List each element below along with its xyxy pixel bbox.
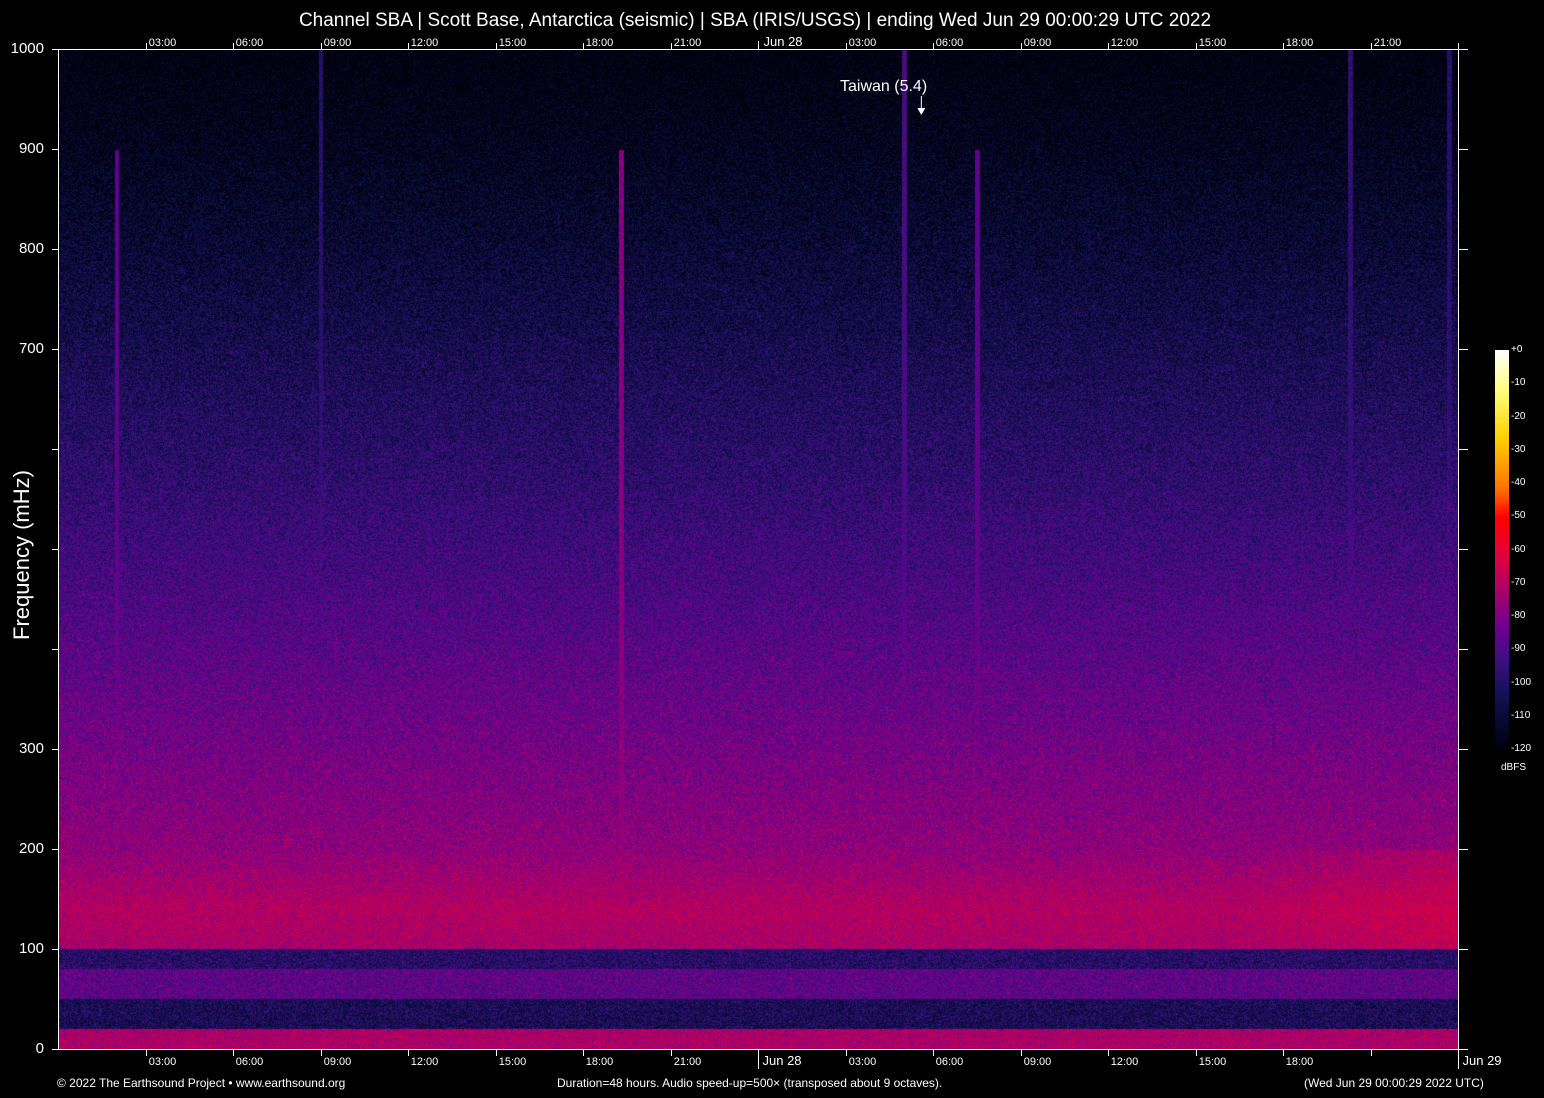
annotation-arrow-icon [917, 108, 925, 115]
x-tick-label: 09:00 [324, 1056, 352, 1068]
footer-timestamp: (Wed Jun 29 00:00:29 2022 UTC) [1304, 1076, 1484, 1090]
annotation-label: Taiwan (5.4) [840, 78, 927, 96]
x-tick-label-top: 15:00 [1199, 37, 1227, 49]
x-tick-label: 03:00 [149, 1056, 177, 1068]
x-tick-label: 12:00 [1111, 1056, 1139, 1068]
footer-duration: Duration=48 hours. Audio speed-up=500× (… [557, 1076, 942, 1090]
y-tick-label: 100 [0, 940, 44, 957]
colorbar-tick-label: -80 [1511, 610, 1525, 621]
x-tick-label-top: 21:00 [1374, 37, 1402, 49]
axes-frame [0, 0, 1544, 1098]
x-tick-label: 15:00 [1199, 1056, 1227, 1068]
x-tick-label-top: 18:00 [1286, 37, 1314, 49]
x-tick-label-top: 15:00 [499, 37, 527, 49]
x-tick-label-top: 06:00 [936, 37, 964, 49]
y-tick-label: 900 [0, 140, 44, 157]
x-tick-label: 18:00 [586, 1056, 614, 1068]
x-tick-label: 06:00 [936, 1056, 964, 1068]
x-tick-label: 18:00 [1286, 1056, 1314, 1068]
x-tick-label: 21:00 [674, 1056, 702, 1068]
x-tick-label: 03:00 [849, 1056, 877, 1068]
x-tick-label: 15:00 [499, 1056, 527, 1068]
y-tick-label: 1000 [0, 40, 44, 57]
y-tick-label: 200 [0, 840, 44, 857]
x-tick-label-top: 03:00 [149, 37, 177, 49]
x-tick-label-top: 18:00 [586, 37, 614, 49]
x-tick-label: 12:00 [411, 1056, 439, 1068]
colorbar-tick-label: -90 [1511, 643, 1525, 654]
x-tick-label-top: 03:00 [849, 37, 877, 49]
x-tick-label-top: 06:00 [236, 37, 264, 49]
x-tick-label: 09:00 [1024, 1056, 1052, 1068]
colorbar-tick-label: -10 [1511, 377, 1525, 388]
colorbar-tick-label: -60 [1511, 544, 1525, 555]
colorbar-unit: dBFS [1501, 762, 1526, 773]
x-day-label: Jun 28 [763, 1053, 802, 1068]
x-day-label-top: Jun 28 [764, 34, 803, 49]
colorbar-tick-label: -110 [1511, 710, 1530, 721]
x-tick-label: 06:00 [236, 1056, 264, 1068]
footer-copyright: © 2022 The Earthsound Project • www.eart… [57, 1076, 345, 1090]
y-tick-label: 300 [0, 740, 44, 757]
colorbar-tick-label: -70 [1511, 577, 1525, 588]
colorbar-tick-label: -100 [1511, 677, 1531, 688]
colorbar-tick-label: -40 [1511, 477, 1525, 488]
colorbar-tick-label: +0 [1511, 344, 1522, 355]
colorbar-tick-label: -20 [1511, 411, 1525, 422]
colorbar-tick-label: -30 [1511, 444, 1525, 455]
colorbar-tick-label: -120 [1511, 743, 1531, 754]
y-tick-label: 800 [0, 240, 44, 257]
x-tick-label-top: 09:00 [1024, 37, 1052, 49]
colorbar [1495, 350, 1509, 749]
x-tick-label-top: 12:00 [1111, 37, 1139, 49]
y-tick-label: 0 [0, 1040, 44, 1057]
x-tick-label-top: 21:00 [674, 37, 702, 49]
y-tick-label: 700 [0, 340, 44, 357]
x-tick-label-top: 09:00 [324, 37, 352, 49]
x-tick-label-top: 12:00 [411, 37, 439, 49]
colorbar-tick-label: -50 [1511, 510, 1525, 521]
x-day-label: Jun 29 [1463, 1053, 1502, 1068]
